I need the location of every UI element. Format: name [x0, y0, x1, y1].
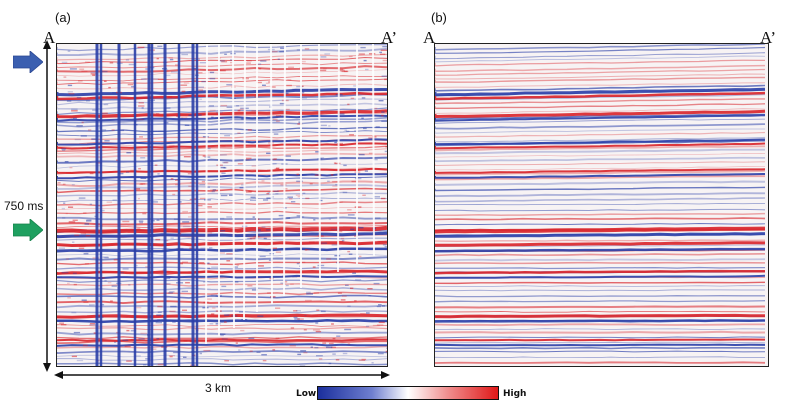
upper-horizon-arrow-icon: [13, 51, 43, 73]
panel-b-start-label: A: [423, 28, 436, 47]
time-scale-label: 750 ms: [4, 198, 44, 214]
colorbar-low-label: Low: [296, 389, 317, 399]
time-scale-arrow: [43, 40, 51, 372]
distance-scale-arrow: [54, 371, 390, 379]
lower-horizon-arrow-icon: [13, 219, 43, 241]
panel-b-label: (b): [431, 10, 447, 25]
seismic-section-b: [434, 43, 769, 367]
colorbar: [317, 386, 499, 400]
panel-b-end-label: A’: [760, 28, 777, 47]
colorbar-high-label: High: [503, 389, 527, 399]
seismic-section-a: [56, 43, 388, 367]
distance-scale-label: 3 km: [205, 381, 232, 395]
panel-a-end-label: A’: [381, 28, 398, 47]
panel-a-label: (a): [55, 10, 71, 25]
